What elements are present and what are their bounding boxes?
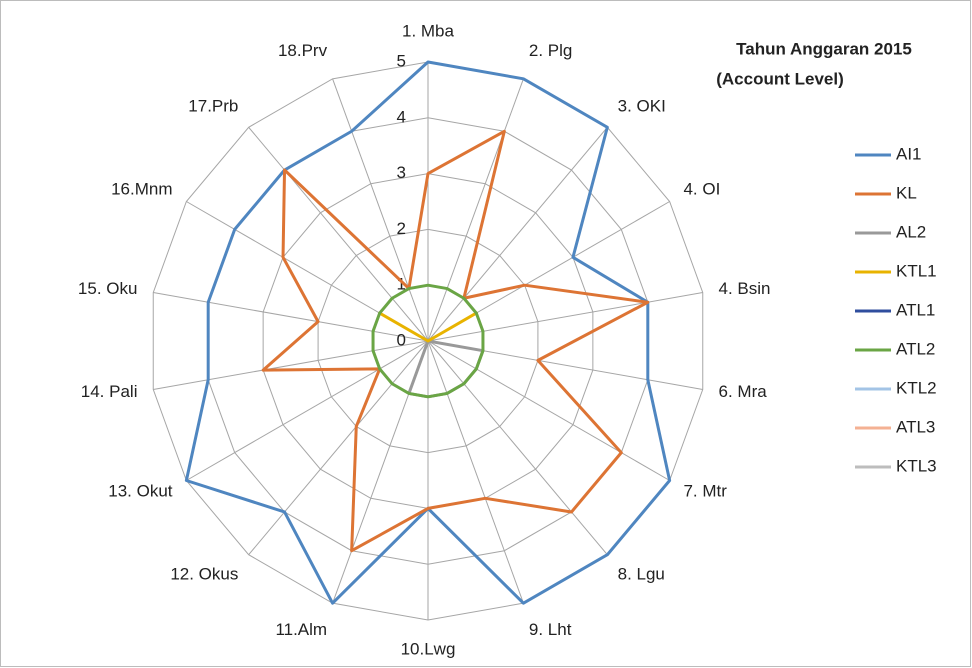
r-tick-label: 1 [397, 275, 406, 294]
category-label: 18.Prv [278, 41, 328, 60]
category-label: 2. Plg [529, 41, 572, 60]
category-label: 3. OKI [618, 96, 666, 115]
category-label: 8. Lgu [618, 565, 665, 584]
category-label: 7. Mtr [683, 481, 727, 500]
category-label: 10.Lwg [401, 639, 456, 658]
category-label: 4. Bsin [719, 279, 771, 298]
category-label: 13. Okut [108, 481, 173, 500]
series-line [378, 311, 478, 343]
legend-label: KTL3 [896, 456, 937, 475]
category-label: 1. Mba [402, 21, 455, 40]
spoke [427, 340, 608, 556]
series-line [371, 283, 485, 399]
spoke [332, 78, 429, 342]
legend-label: ATL3 [896, 417, 935, 436]
legend-label: KTL2 [896, 378, 937, 397]
legend-label: KTL1 [896, 261, 937, 280]
spoke [427, 340, 670, 481]
spoke [248, 340, 429, 556]
legend-label: AL2 [896, 222, 926, 241]
r-tick-label: 4 [397, 107, 406, 126]
spoke [427, 340, 524, 604]
spoke [427, 78, 524, 342]
spoke [153, 340, 429, 390]
category-label: 17.Prb [188, 96, 238, 115]
spoke [248, 126, 429, 342]
spoke [427, 292, 703, 342]
r-tick-label: 0 [397, 330, 406, 349]
r-tick-label: 2 [397, 219, 406, 238]
legend-label: KL [896, 183, 917, 202]
r-tick-label: 5 [397, 51, 406, 70]
category-label: 4. OI [683, 179, 720, 198]
category-label: 11.Alm [275, 620, 327, 639]
category-label: 9. Lht [529, 620, 572, 639]
spoke [186, 340, 429, 481]
chart-title: Tahun Anggaran 2015 [736, 39, 912, 58]
spoke [153, 292, 429, 342]
chart-subtitle: (Account Level) [716, 69, 844, 88]
category-label: 16.Mnm [111, 179, 172, 198]
series-line [261, 129, 650, 553]
legend-label: ATL2 [896, 339, 935, 358]
category-label: 6. Mra [719, 382, 768, 401]
r-tick-label: 3 [397, 163, 406, 182]
legend-label: ATL1 [896, 300, 935, 319]
legend-label: AI1 [896, 144, 922, 163]
spoke [427, 126, 608, 342]
category-label: 12. Okus [170, 565, 238, 584]
category-label: 14. Pali [81, 382, 138, 401]
category-label: 15. Oku [78, 279, 138, 298]
